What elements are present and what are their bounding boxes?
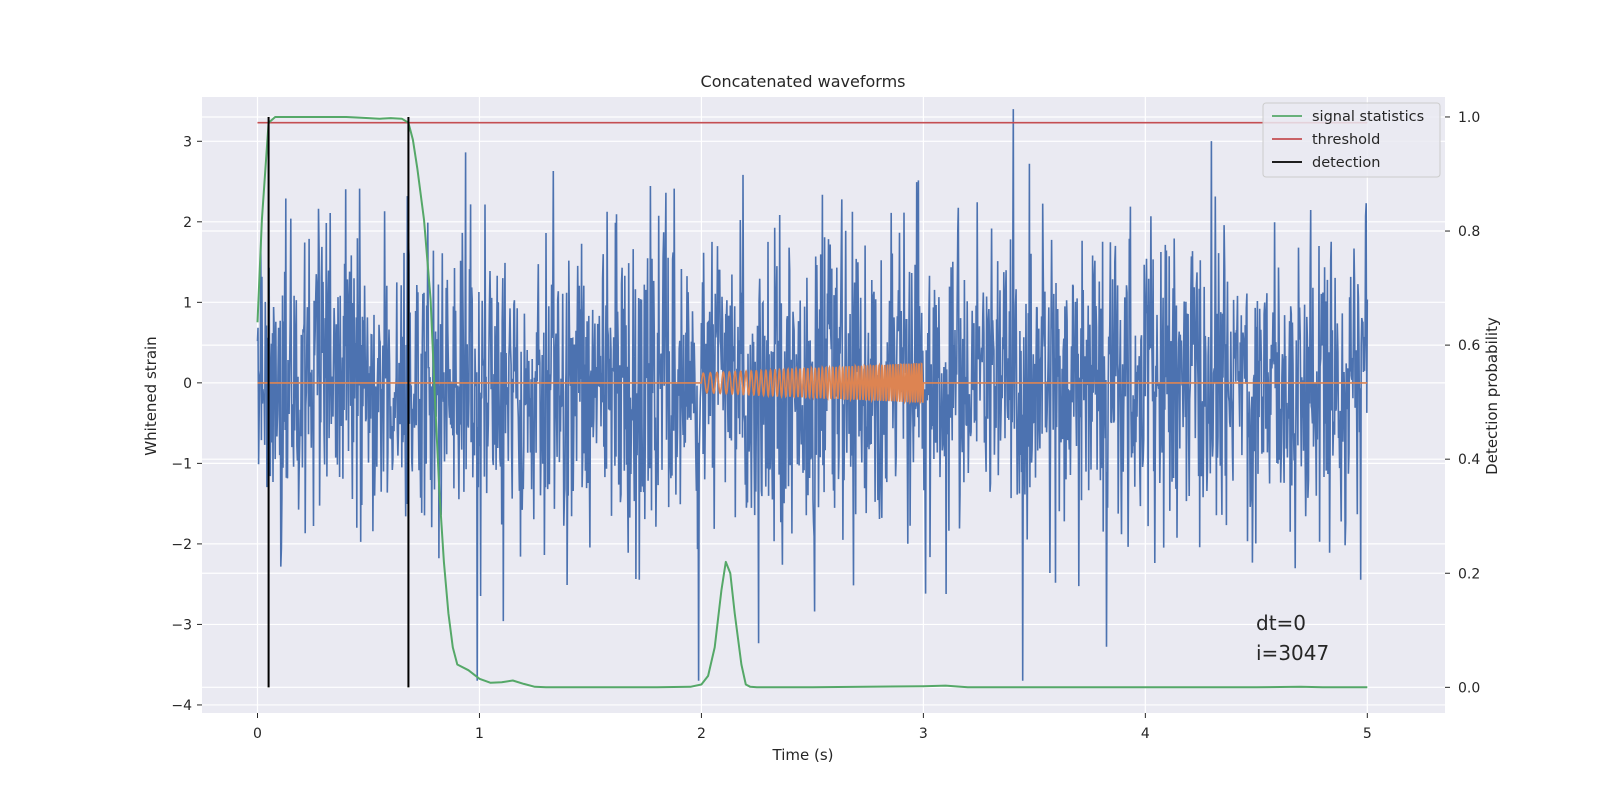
x-axis-label: Time (s) <box>772 746 834 764</box>
y-tick-label: −3 <box>171 617 192 633</box>
y-tick-label: −1 <box>171 456 192 472</box>
legend-box <box>1262 102 1441 178</box>
strain-line <box>256 109 1369 681</box>
legend-label-threshold: threshold <box>1312 132 1380 148</box>
y2-tick-label: 0.8 <box>1458 224 1480 240</box>
signal-statistics-line <box>256 116 1368 689</box>
annotation-i: i=3047 <box>1256 641 1329 665</box>
y2-tick-label: 0.2 <box>1458 566 1480 582</box>
data-layer <box>256 109 1369 689</box>
x-tick-label: 1 <box>475 726 484 742</box>
y2-axis-label: Detection probability <box>1483 317 1501 475</box>
y-axis-label: Whitened strain <box>142 336 160 455</box>
x-tick-label: 5 <box>1363 726 1372 742</box>
axes: 0 1 2 3 4 5 −4 −3 −2 −1 0 1 2 3 0.0 0.2 0.4 0.6 0.8 1.0 <box>171 110 1480 742</box>
y2-tick-label: 0.0 <box>1458 680 1480 696</box>
y-tick-label: 3 <box>183 134 192 150</box>
injection-line <box>257 362 1368 406</box>
chart-title: Concatenated waveforms <box>701 72 906 91</box>
y-tick-label: 1 <box>183 295 192 311</box>
x-tick-label: 3 <box>919 726 928 742</box>
x-tick-label: 4 <box>1141 726 1150 742</box>
y-tick-label: 2 <box>183 215 192 231</box>
x-tick-label: 2 <box>697 726 706 742</box>
y-tick-label: −2 <box>171 537 192 553</box>
legend-label-detection: detection <box>1312 155 1380 171</box>
x-tick-label: 0 <box>253 726 262 742</box>
y2-tick-label: 1.0 <box>1458 110 1480 126</box>
y-tick-label: 0 <box>183 376 192 392</box>
y2-tick-label: 0.4 <box>1458 452 1480 468</box>
y2-tick-label: 0.6 <box>1458 338 1480 354</box>
legend: signal statistics threshold detection <box>1262 102 1441 178</box>
legend-label-signal-statistics: signal statistics <box>1312 109 1424 125</box>
y-tick-label: −4 <box>171 698 192 714</box>
annotation-dt: dt=0 <box>1256 611 1306 635</box>
